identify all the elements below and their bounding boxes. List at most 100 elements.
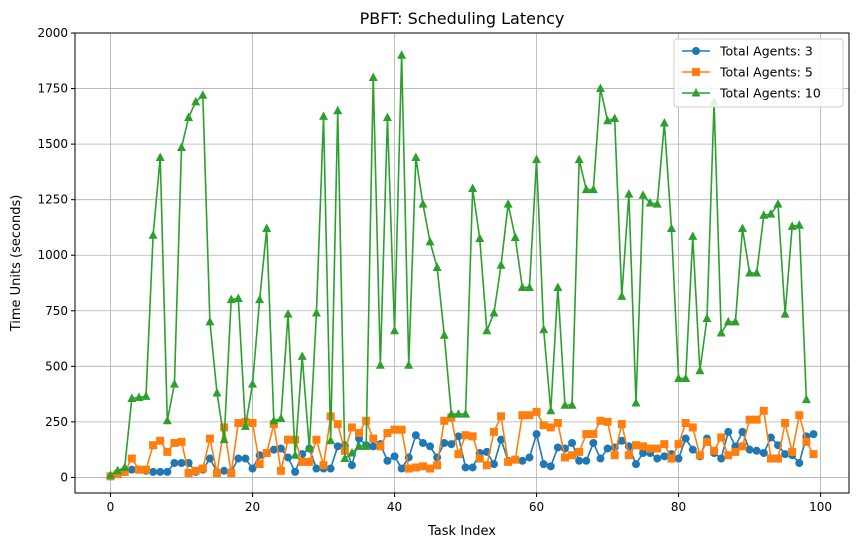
data-point: [724, 427, 733, 436]
data-point: [524, 282, 534, 291]
plot-frame: [74, 32, 850, 494]
data-point: [276, 413, 286, 423]
data-point: [113, 465, 123, 475]
data-point: [624, 189, 634, 198]
data-point: [532, 407, 541, 416]
data-point: [333, 105, 343, 115]
data-point: [461, 431, 470, 440]
data-point: [262, 449, 271, 457]
data-point: [361, 441, 371, 450]
y-tick-label: 1000: [37, 248, 68, 262]
data-point: [269, 445, 278, 454]
data-point: [496, 260, 506, 269]
data-point: [560, 400, 570, 409]
data-point: [723, 316, 733, 326]
data-point: [418, 199, 428, 208]
y-tick-label: 750: [45, 304, 68, 318]
data-point: [355, 429, 364, 437]
data-point: [142, 465, 151, 474]
data-point: [639, 442, 648, 451]
data-point: [617, 420, 626, 429]
data-point: [312, 435, 321, 444]
data-point: [809, 430, 818, 439]
data-point: [234, 419, 243, 427]
legend-marker: [691, 88, 701, 97]
data-point: [716, 328, 726, 337]
x-tick-label: 20: [245, 500, 260, 514]
data-point: [220, 466, 229, 475]
data-point: [333, 420, 342, 429]
data-point: [155, 152, 165, 161]
data-point: [525, 411, 534, 420]
data-point: [291, 467, 300, 476]
data-point: [447, 440, 456, 449]
data-point: [745, 268, 755, 277]
data-point: [198, 464, 207, 473]
data-point: [553, 282, 563, 291]
y-tick-label: 250: [45, 415, 68, 429]
data-point: [432, 262, 442, 271]
data-point: [504, 457, 513, 466]
data-point: [603, 115, 613, 125]
data-point: [248, 419, 257, 427]
data-point: [681, 419, 690, 427]
data-point: [752, 415, 761, 424]
data-point: [177, 459, 186, 467]
data-point: [568, 451, 577, 460]
data-point: [588, 184, 598, 194]
data-point: [532, 430, 541, 439]
data-point: [787, 221, 797, 230]
data-point: [482, 325, 492, 335]
data-point: [233, 293, 243, 303]
data-point: [681, 373, 691, 383]
data-point: [347, 461, 356, 470]
legend-label: Total Agents: 3: [719, 44, 813, 59]
data-point: [468, 463, 477, 472]
data-point: [688, 445, 697, 454]
data-point: [134, 465, 143, 474]
data-point: [354, 441, 364, 450]
data-point: [440, 416, 449, 425]
data-point: [347, 423, 356, 432]
y-axis-label: Time Units (seconds): [9, 195, 24, 333]
y-tick-label: 1250: [37, 193, 68, 207]
data-point: [702, 437, 711, 446]
data-point: [752, 268, 762, 277]
data-point: [276, 444, 285, 453]
data-point: [127, 465, 136, 474]
data-point: [589, 439, 598, 447]
data-point: [801, 394, 811, 404]
data-point: [446, 409, 456, 418]
data-point: [162, 415, 172, 425]
data-point: [582, 456, 591, 465]
data-point: [553, 419, 562, 427]
data-point: [737, 223, 747, 233]
data-point: [347, 448, 357, 457]
series-group: [106, 50, 818, 481]
data-point: [666, 223, 676, 233]
data-point: [759, 449, 768, 457]
x-axis-label: Task Index: [427, 524, 496, 539]
data-point: [795, 411, 804, 420]
series-3: [106, 50, 811, 479]
legend-marker: [692, 68, 700, 76]
legend-label: Total Agents: 10: [719, 86, 821, 101]
data-point: [468, 183, 478, 193]
data-point: [426, 442, 435, 451]
data-point: [510, 232, 520, 241]
data-point: [497, 412, 506, 421]
data-point: [177, 142, 187, 151]
legend: Total Agents: 3 Total Agents: 5 Total Agen…: [673, 38, 844, 108]
data-point: [376, 442, 385, 451]
data-point: [475, 233, 485, 243]
data-point: [439, 330, 449, 339]
data-point: [433, 461, 442, 470]
data-point: [596, 416, 605, 425]
data-point: [397, 50, 407, 59]
data-point: [426, 464, 435, 473]
data-point: [788, 447, 797, 456]
data-point: [191, 96, 201, 106]
data-point: [284, 435, 293, 444]
data-point: [766, 209, 776, 218]
data-point: [575, 456, 584, 465]
